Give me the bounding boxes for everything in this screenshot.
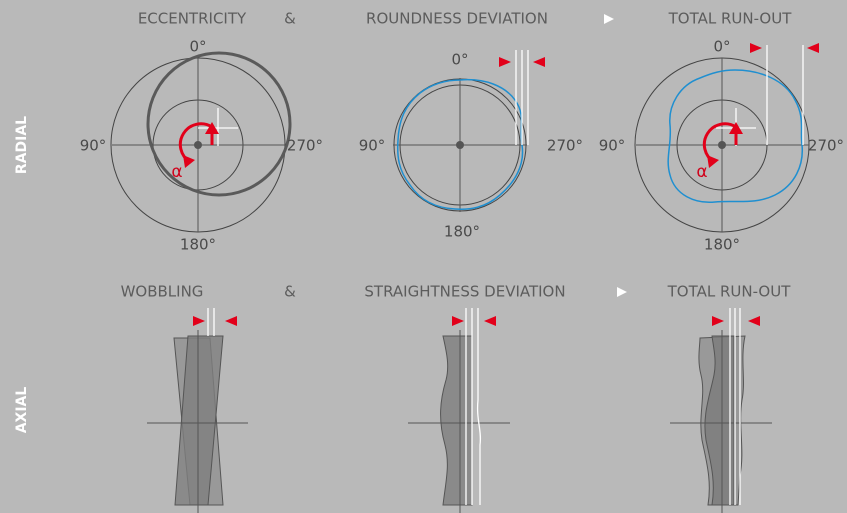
roundness-diagram [393, 50, 545, 212]
separator-arrow [604, 14, 614, 24]
heading: ECCENTRICITY [138, 10, 247, 28]
angle-label: 0° [451, 51, 468, 69]
heading: TOTAL RUN-OUT [667, 283, 792, 301]
eccentricity-diagram [110, 51, 292, 233]
heading: TOTAL RUN-OUT [668, 10, 793, 28]
angle-label: 90° [80, 137, 107, 155]
heading: WOBBLING [121, 283, 204, 301]
angle-label: 270° [287, 137, 323, 155]
angle-label: 0° [713, 38, 730, 56]
straightness-diagram [408, 308, 510, 513]
heading: STRAIGHTNESS DEVIATION [364, 283, 565, 301]
angle-label: 90° [359, 137, 386, 155]
angle-label: 180° [444, 223, 480, 241]
separator-arrow [617, 287, 627, 297]
angle-label: 90° [599, 137, 626, 155]
wobbling-diagram [147, 308, 248, 513]
row-label: AXIAL [14, 387, 30, 434]
angle-label: 270° [547, 137, 583, 155]
alpha-label: α [171, 162, 182, 182]
angle-label: 180° [704, 236, 740, 254]
angle-label: 270° [808, 137, 844, 155]
total-runout-diagram [634, 43, 819, 233]
heading: & [284, 10, 296, 28]
alpha-label: α [696, 162, 707, 182]
axial-runout-diagram [670, 308, 772, 513]
angle-label: 180° [180, 236, 216, 254]
row-label: RADIAL [14, 116, 30, 174]
heading: & [284, 283, 296, 301]
angle-label: 0° [189, 38, 206, 56]
heading: ROUNDNESS DEVIATION [366, 10, 548, 28]
